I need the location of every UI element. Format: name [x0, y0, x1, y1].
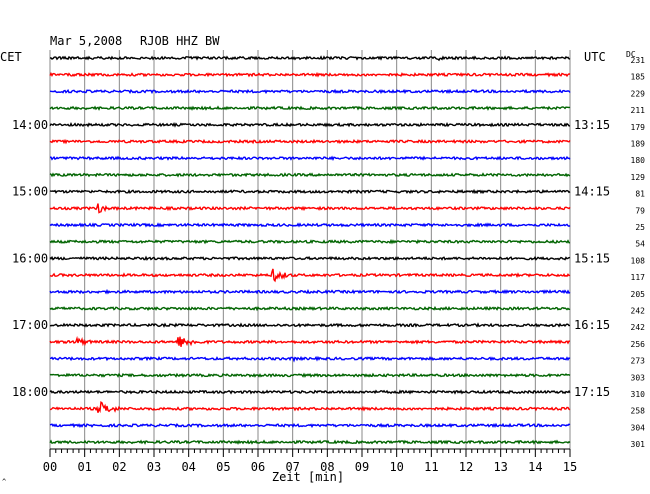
cet-hour-label: 14:00 — [12, 118, 48, 132]
dc-offset-value: 303 — [631, 373, 646, 382]
x-tick-label: 06 — [251, 460, 265, 474]
x-tick-label: 03 — [147, 460, 161, 474]
dc-offset-value: 129 — [631, 173, 646, 182]
dc-offset-value: 185 — [631, 73, 646, 82]
trace-24 — [49, 439, 571, 445]
trace-11 — [49, 222, 571, 228]
trace-22 — [49, 400, 571, 414]
x-tick-label: 12 — [459, 460, 473, 474]
corner-mark: ^ — [2, 478, 6, 486]
cet-hour-label: 17:00 — [12, 318, 48, 332]
trace-21 — [49, 389, 571, 395]
x-tick-label: 00 — [43, 460, 57, 474]
dc-offset-value: 81 — [635, 190, 645, 199]
trace-8 — [49, 172, 571, 178]
dc-offset-value: 231 — [631, 56, 646, 65]
plot-station: RJOB HHZ BW — [140, 34, 220, 48]
utc-hour-label: 13:15 — [574, 118, 610, 132]
dc-offset-value: 256 — [631, 340, 646, 349]
dc-offset-value: 301 — [631, 440, 646, 449]
grid — [49, 50, 571, 449]
dc-offset-value: 304 — [631, 423, 646, 432]
dc-offset-value: 180 — [631, 156, 646, 165]
trace-23 — [49, 422, 571, 429]
x-axis-label: Zeit [min] — [272, 470, 344, 484]
trace-group — [49, 55, 571, 445]
dc-offset-value: 189 — [631, 140, 646, 149]
trace-18 — [49, 335, 571, 347]
utc-hour-label: 16:15 — [574, 318, 610, 332]
x-tick-label: 07 — [285, 460, 299, 474]
plot-date: Mar 5,2008 — [50, 34, 122, 48]
trace-2 — [49, 71, 571, 78]
dc-offset-value: 54 — [635, 240, 645, 249]
x-axis-ticks: 00 01 02 03 04 05 06 07 08 09 10 11 12 13 14 15 — [43, 449, 577, 474]
trace-4 — [49, 105, 571, 111]
x-tick-label: 13 — [493, 460, 507, 474]
dc-offset-value: 242 — [631, 323, 646, 332]
trace-12 — [49, 238, 571, 245]
dc-offset-value: 117 — [631, 273, 646, 282]
label-group: 14:00 15:00 16:00 17:00 18:00 13:15 14:15 15:15… — [12, 56, 645, 449]
trace-20 — [49, 372, 571, 378]
trace-3 — [49, 88, 571, 95]
dc-offset-value: 258 — [631, 407, 646, 416]
dc-offset-value: 179 — [631, 123, 646, 132]
x-tick-label: 15 — [563, 460, 577, 474]
dc-header-label: DC — [626, 50, 636, 59]
x-tick-label: 08 — [320, 460, 334, 474]
trace-6 — [49, 138, 571, 145]
x-tick-label: 01 — [77, 460, 91, 474]
dc-offset-value: 25 — [635, 223, 645, 232]
trace-9 — [49, 188, 571, 195]
trace-13 — [49, 255, 571, 262]
dc-offset-value: 273 — [631, 357, 646, 366]
dc-offset-value: 205 — [631, 290, 646, 299]
trace-16 — [49, 305, 571, 312]
utc-hour-label: 15:15 — [574, 251, 610, 265]
cet-hour-label: 18:00 — [12, 385, 48, 399]
x-tick-label: 14 — [528, 460, 542, 474]
dc-offset-value: 79 — [635, 206, 645, 215]
trace-14 — [49, 268, 571, 283]
trace-10 — [49, 203, 571, 214]
trace-19 — [50, 355, 571, 363]
utc-hour-label: 17:15 — [574, 385, 610, 399]
trace-15 — [49, 288, 571, 295]
dc-offset-value: 242 — [631, 307, 646, 316]
utc-hour-label: 14:15 — [574, 185, 610, 199]
x-tick-label: 09 — [355, 460, 369, 474]
trace-1 — [49, 55, 571, 62]
cet-hour-label: 16:00 — [12, 251, 48, 265]
x-tick-label: 04 — [181, 460, 195, 474]
dc-offset-value: 310 — [631, 390, 646, 399]
trace-5 — [49, 121, 571, 128]
trace-7 — [49, 155, 571, 161]
left-timezone-label: CET — [0, 50, 22, 64]
right-timezone-label: UTC — [584, 50, 606, 64]
dc-offset-value: 211 — [631, 106, 646, 115]
trace-17 — [49, 322, 571, 328]
x-tick-label: 10 — [389, 460, 403, 474]
x-tick-label: 05 — [216, 460, 230, 474]
cet-hour-label: 15:00 — [12, 185, 48, 199]
dc-offset-value: 108 — [631, 256, 646, 265]
dc-offset-value: 229 — [631, 89, 646, 98]
x-tick-label: 11 — [424, 460, 438, 474]
x-tick-label: 02 — [112, 460, 126, 474]
